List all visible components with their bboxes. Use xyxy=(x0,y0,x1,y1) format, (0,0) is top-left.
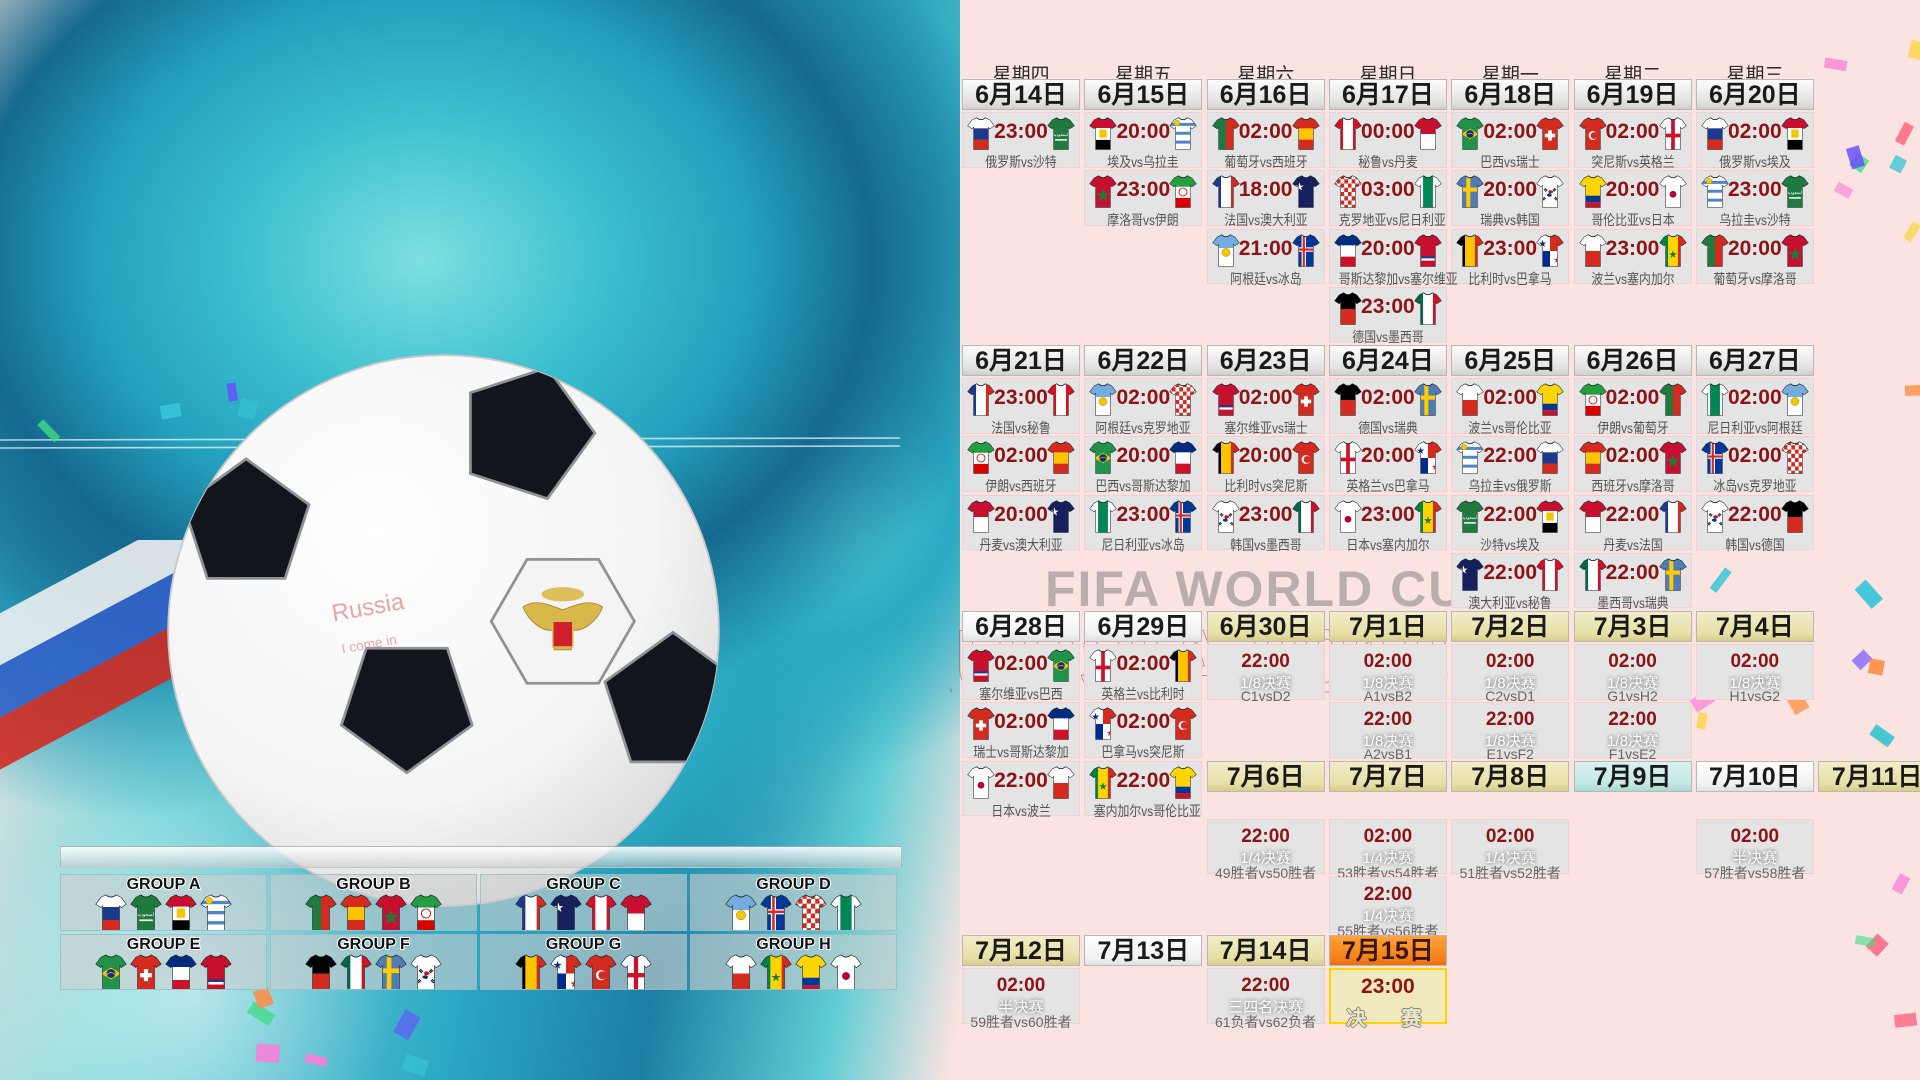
svg-text:السعودية: السعودية xyxy=(1787,190,1804,195)
svg-text:السعودية: السعودية xyxy=(1053,132,1070,137)
svg-text:السعودية: السعودية xyxy=(137,912,156,918)
